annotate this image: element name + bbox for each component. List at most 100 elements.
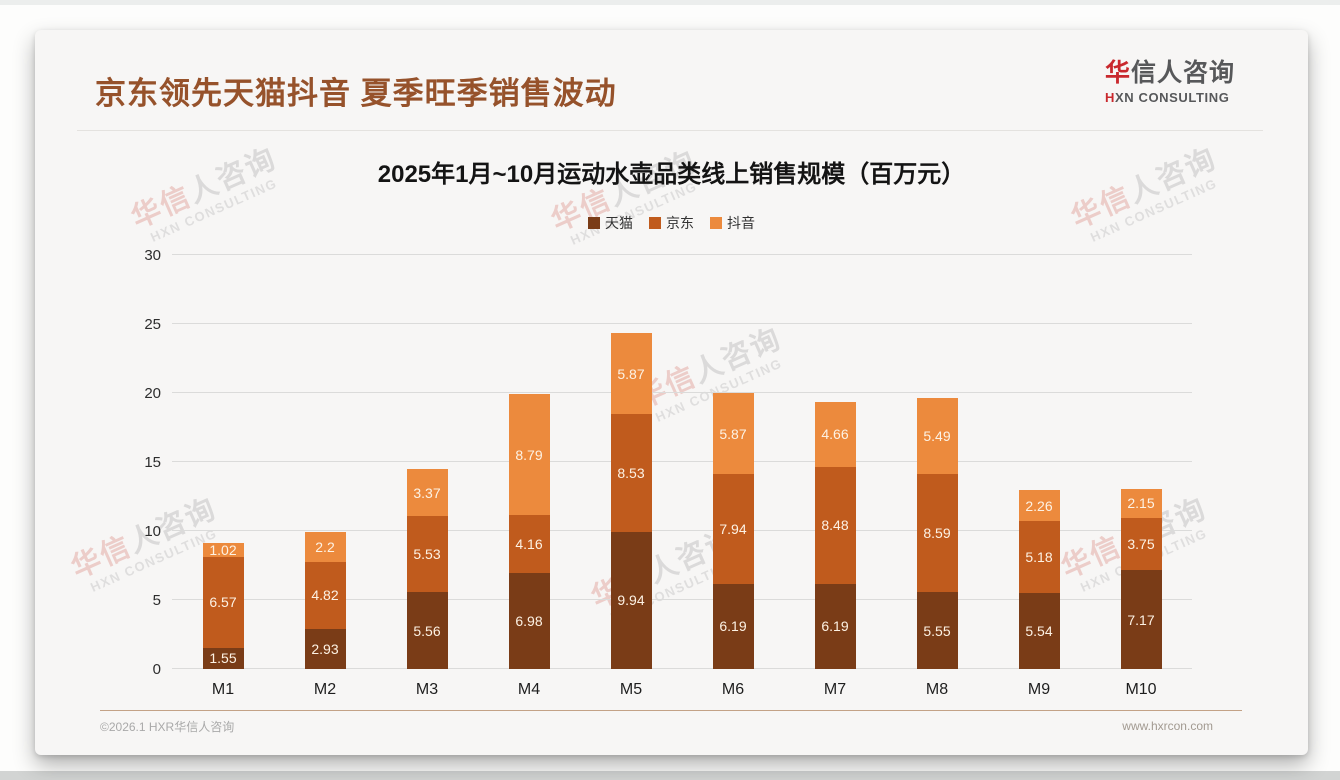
legend-swatch-tmall (588, 217, 600, 229)
gridline-y15 (172, 461, 1192, 462)
bar-segment-抖音-M2: 2.2 (304, 531, 346, 563)
bar-column-M4: 8.79 4.16 6.98 M4 (478, 255, 580, 698)
company-logo: 华信人咨询 HXN CONSULTING (1105, 59, 1265, 105)
chart-title: 2025年1月~10月运动水壶品类线上销售规模（百万元） (377, 161, 966, 188)
bar-value-label: 8.48 (821, 517, 849, 534)
legend-item-douyin: 抖音 (710, 213, 755, 233)
logo-english-text: HXN CONSULTING (1105, 89, 1230, 105)
bar-value-label: 4.82 (311, 587, 339, 604)
bar-segment-抖音-M10: 2.15 (1120, 488, 1162, 519)
bar-segment-天猫-M1: 1.55 (202, 647, 244, 669)
bar-value-label: 7.17 (1127, 611, 1155, 628)
legend-item-jd: 京东 (649, 213, 694, 233)
gridline-y0 (172, 668, 1192, 669)
y-axis-tick-label: 25 (144, 316, 161, 333)
bar-value-label: 6.98 (515, 612, 543, 629)
bar-segment-抖音-M9: 2.26 (1018, 489, 1060, 522)
x-axis-tick-label: M3 (415, 681, 439, 698)
bar-value-label: 9.94 (617, 592, 645, 609)
bar-segment-天猫-M2: 2.93 (304, 628, 346, 669)
bar-value-label: 8.53 (617, 464, 645, 481)
bar-segment-京东-M1: 6.57 (202, 556, 244, 648)
bar-stack: 5.49 8.59 5.55 (916, 398, 958, 669)
bar-value-label: 3.37 (413, 484, 441, 501)
bar-value-label: 6.19 (821, 618, 849, 635)
bar-value-label: 5.87 (617, 365, 645, 382)
bar-value-label: 5.53 (413, 546, 441, 563)
y-axis-tick-label: 30 (144, 247, 161, 264)
bar-segment-京东-M4: 4.16 (508, 515, 550, 573)
y-axis-tick-label: 0 (152, 661, 161, 678)
bar-value-label: 7.94 (719, 520, 747, 537)
legend-label: 天猫 (605, 215, 633, 231)
logo-chinese-text: 华信人咨询 (1105, 59, 1236, 87)
bar-stack: 8.79 4.16 6.98 (508, 393, 550, 669)
footer-website: www.hxrcon.com (1122, 719, 1213, 733)
x-axis-tick-label: M4 (517, 681, 541, 698)
bar-value-label: 5.18 (1025, 548, 1053, 565)
bar-segment-抖音-M5: 5.87 (610, 333, 652, 415)
bar-value-label: 2.2 (315, 538, 335, 555)
x-axis-tick-label: M9 (1027, 681, 1051, 698)
bar-segment-京东-M3: 5.53 (406, 515, 448, 593)
bar-segment-抖音-M4: 8.79 (508, 393, 550, 516)
bar-stack: 2.26 5.18 5.54 (1018, 489, 1060, 669)
x-axis-tick-label: M10 (1125, 681, 1157, 698)
bar-stack: 3.37 5.53 5.56 (406, 469, 448, 669)
footer-divider (100, 710, 1242, 711)
legend-item-tmall: 天猫 (588, 213, 633, 233)
legend-label: 京东 (666, 215, 694, 231)
bar-stack: 2.15 3.75 7.17 (1120, 488, 1162, 669)
report-card: 华信人咨询 HXN CONSULTING 华信人咨询 HXN CONSULTIN… (35, 30, 1308, 755)
chart-legend: 天猫 京东 抖音 (35, 213, 1308, 233)
bar-segment-抖音-M3: 3.37 (406, 469, 448, 516)
bar-value-label: 3.75 (1127, 536, 1155, 553)
header-divider (77, 130, 1263, 131)
bar-value-label: 1.55 (209, 650, 237, 667)
x-axis-tick-label: M8 (925, 681, 949, 698)
bar-columns: 1.02 6.57 1.55 M1 2.2 4.82 2.93 M2 3.37 5.53 5.56 M… (172, 255, 1192, 698)
legend-swatch-jd (649, 217, 661, 229)
bar-segment-京东-M7: 8.48 (814, 466, 856, 584)
page-title: 京东领先天猫抖音 夏季旺季销售波动 (95, 76, 617, 111)
bar-segment-京东-M10: 3.75 (1120, 518, 1162, 571)
bar-segment-京东-M5: 8.53 (610, 414, 652, 532)
x-axis-tick-label: M2 (313, 681, 337, 698)
page-top-edge (0, 0, 1340, 5)
bar-value-label: 2.93 (311, 640, 339, 657)
gridline-y30 (172, 254, 1192, 255)
bar-segment-天猫-M3: 5.56 (406, 592, 448, 669)
bar-value-label: 5.55 (923, 622, 951, 639)
bar-stack: 5.87 8.53 9.94 (610, 333, 652, 669)
bar-column-M9: 2.26 5.18 5.54 M9 (988, 255, 1090, 698)
bar-segment-天猫-M8: 5.55 (916, 592, 958, 669)
bar-segment-天猫-M4: 6.98 (508, 572, 550, 669)
x-axis-tick-label: M6 (721, 681, 745, 698)
bar-segment-抖音-M8: 5.49 (916, 398, 958, 474)
bar-value-label: 6.19 (719, 618, 747, 635)
bar-column-M6: 5.87 7.94 6.19 M6 (682, 255, 784, 698)
legend-swatch-douyin (710, 217, 722, 229)
bar-column-M1: 1.02 6.57 1.55 M1 (172, 255, 274, 698)
bar-value-label: 5.54 (1025, 622, 1053, 639)
page-bottom-edge (0, 771, 1340, 780)
bar-segment-天猫-M5: 9.94 (610, 531, 652, 669)
bar-segment-京东-M8: 8.59 (916, 473, 958, 593)
bar-value-label: 2.26 (1025, 497, 1053, 514)
bar-column-M5: 5.87 8.53 9.94 M5 (580, 255, 682, 698)
bar-column-M8: 5.49 8.59 5.55 M8 (886, 255, 988, 698)
bar-segment-抖音-M6: 5.87 (712, 393, 754, 475)
bar-segment-抖音-M7: 4.66 (814, 402, 856, 467)
bar-column-M2: 2.2 4.82 2.93 M2 (274, 255, 376, 698)
footer-copyright: ©2026.1 HXR华信人咨询 (100, 720, 235, 734)
gridline-y25 (172, 323, 1192, 324)
bar-stack: 5.87 7.94 6.19 (712, 393, 754, 669)
bar-value-label: 8.59 (923, 525, 951, 542)
x-axis-tick-label: M5 (619, 681, 643, 698)
y-axis-tick-label: 15 (144, 454, 161, 471)
bar-value-label: 5.87 (719, 425, 747, 442)
x-axis-tick-label: M7 (823, 681, 847, 698)
bar-value-label: 2.15 (1127, 495, 1155, 512)
bar-segment-京东-M9: 5.18 (1018, 521, 1060, 593)
y-axis-tick-label: 10 (144, 523, 161, 540)
